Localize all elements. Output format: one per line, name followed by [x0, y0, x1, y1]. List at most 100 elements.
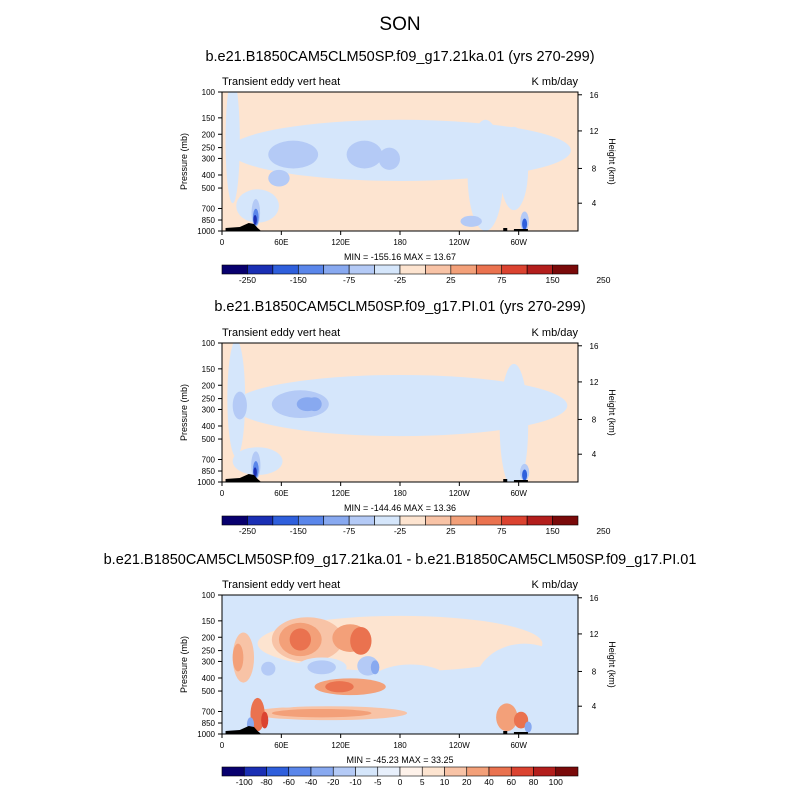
- colorbar-cell: [475, 264, 503, 275]
- colorbar-cell: [247, 264, 274, 275]
- contour-blob: [467, 119, 504, 231]
- contour-blob: [253, 215, 257, 225]
- y-tick-label: 850: [202, 719, 216, 728]
- colorbar-label: -250: [239, 275, 256, 285]
- contour-blob: [325, 681, 354, 693]
- contour-blob: [307, 660, 336, 675]
- x-tick-label: 0: [220, 489, 225, 498]
- colorbar-cell: [501, 264, 528, 275]
- colorbar-cell: [323, 264, 350, 275]
- contour-blob: [268, 696, 304, 708]
- colorbar-cell: [272, 515, 299, 526]
- y2-tick-label: 12: [590, 127, 599, 136]
- colorbar-cell: [297, 264, 325, 275]
- contour-blob: [250, 697, 265, 732]
- colorbar-label: 75: [497, 275, 507, 285]
- colorbar-cell: [552, 515, 579, 526]
- colorbar-label: -5: [374, 777, 382, 787]
- contour-blob: [499, 126, 529, 211]
- colorbar-cell: [450, 515, 477, 526]
- colorbar-label: -75: [343, 275, 356, 285]
- colorbar-label: -40: [305, 777, 318, 787]
- x-tick-label: 60E: [274, 741, 288, 750]
- colorbar-label: -100: [236, 777, 253, 787]
- colorbar-label: 75: [497, 526, 507, 536]
- y-tick-label: 100: [202, 591, 216, 600]
- panel-title: b.e21.B1850CAM5CLM50SP.f09_g17.PI.01 (yr…: [214, 299, 585, 315]
- colorbar-label: 150: [545, 526, 559, 536]
- colorbar-label: 100: [549, 777, 563, 787]
- colorbar-cell: [332, 766, 356, 777]
- colorbar-label: -80: [260, 777, 273, 787]
- colorbar-label: 250: [596, 526, 610, 536]
- main-title: SON: [379, 14, 421, 35]
- contour-blob: [346, 140, 383, 169]
- contour-blob: [370, 660, 380, 675]
- contour-blob: [307, 397, 322, 412]
- colorbar-cell: [501, 515, 528, 526]
- y-tick-label: 850: [202, 467, 216, 476]
- min-max-stats: MIN = -155.16 MAX = 13.67: [344, 252, 456, 262]
- y2-tick-label: 4: [592, 702, 597, 711]
- y-tick-label: 850: [202, 216, 216, 225]
- contour-blob: [261, 661, 276, 676]
- colorbar-label: 80: [529, 777, 539, 787]
- colorbar-cell: [374, 515, 401, 526]
- panel-left-label: Transient eddy vert heat: [222, 76, 340, 88]
- panel-right-label: K mb/day: [532, 579, 579, 591]
- colorbar-label: 150: [545, 275, 559, 285]
- y2-tick-label: 16: [590, 594, 599, 603]
- y-tick-label: 100: [202, 88, 216, 97]
- contour-blob: [522, 218, 528, 230]
- min-max-stats: MIN = -45.23 MAX = 33.25: [346, 755, 453, 765]
- y2-axis-title: Height (km): [607, 389, 617, 436]
- colorbar-cell: [297, 515, 325, 526]
- x-tick-label: 120W: [449, 741, 470, 750]
- x-tick-label: 120E: [331, 238, 350, 247]
- panel-right-label: K mb/day: [532, 327, 579, 339]
- colorbar-cell: [247, 515, 274, 526]
- colorbar-cell: [466, 766, 490, 777]
- y2-tick-label: 8: [592, 164, 597, 173]
- y-tick-label: 250: [202, 144, 216, 153]
- colorbar-label: -150: [290, 275, 307, 285]
- y-tick-label: 400: [202, 674, 216, 683]
- x-tick-label: 60E: [274, 238, 288, 247]
- y-tick-label: 150: [202, 617, 216, 626]
- colorbar-cell: [374, 264, 401, 275]
- x-tick-label: 180: [393, 238, 407, 247]
- colorbar-cell: [555, 766, 579, 777]
- x-tick-label: 180: [393, 741, 407, 750]
- panel-title: b.e21.B1850CAM5CLM50SP.f09_g17.21ka.01 -…: [104, 552, 697, 568]
- y-tick-label: 700: [202, 707, 216, 716]
- colorbar-cell: [288, 766, 312, 777]
- contour-blob: [513, 711, 529, 729]
- contour-blob: [271, 708, 372, 718]
- y-tick-label: 150: [202, 114, 216, 123]
- y-tick-label: 150: [202, 365, 216, 374]
- colorbar-label: -25: [394, 526, 407, 536]
- colorbar-label: -10: [349, 777, 362, 787]
- y-tick-label: 300: [202, 154, 216, 163]
- colorbar-cell: [272, 264, 299, 275]
- colorbar-cell: [488, 766, 512, 777]
- topography: [503, 479, 508, 482]
- colorbar-label: -25: [394, 275, 407, 285]
- panel-title: b.e21.B1850CAM5CLM50SP.f09_g17.21ka.01 (…: [205, 49, 594, 65]
- colorbar-cell: [399, 515, 426, 526]
- colorbar-cell: [348, 515, 375, 526]
- contour-blob: [496, 703, 518, 732]
- contour-blob: [268, 140, 319, 169]
- colorbar-cell: [450, 264, 477, 275]
- colorbar-label: 0: [398, 777, 403, 787]
- x-tick-label: 120E: [331, 489, 350, 498]
- colorbar-label: -75: [343, 526, 356, 536]
- y-tick-label: 1000: [197, 227, 215, 236]
- topography: [513, 480, 528, 482]
- y-tick-label: 400: [202, 422, 216, 431]
- colorbar-label: -60: [283, 777, 296, 787]
- panel-left-label: Transient eddy vert heat: [222, 327, 340, 339]
- y-tick-label: 100: [202, 339, 216, 348]
- x-tick-label: 120E: [331, 741, 350, 750]
